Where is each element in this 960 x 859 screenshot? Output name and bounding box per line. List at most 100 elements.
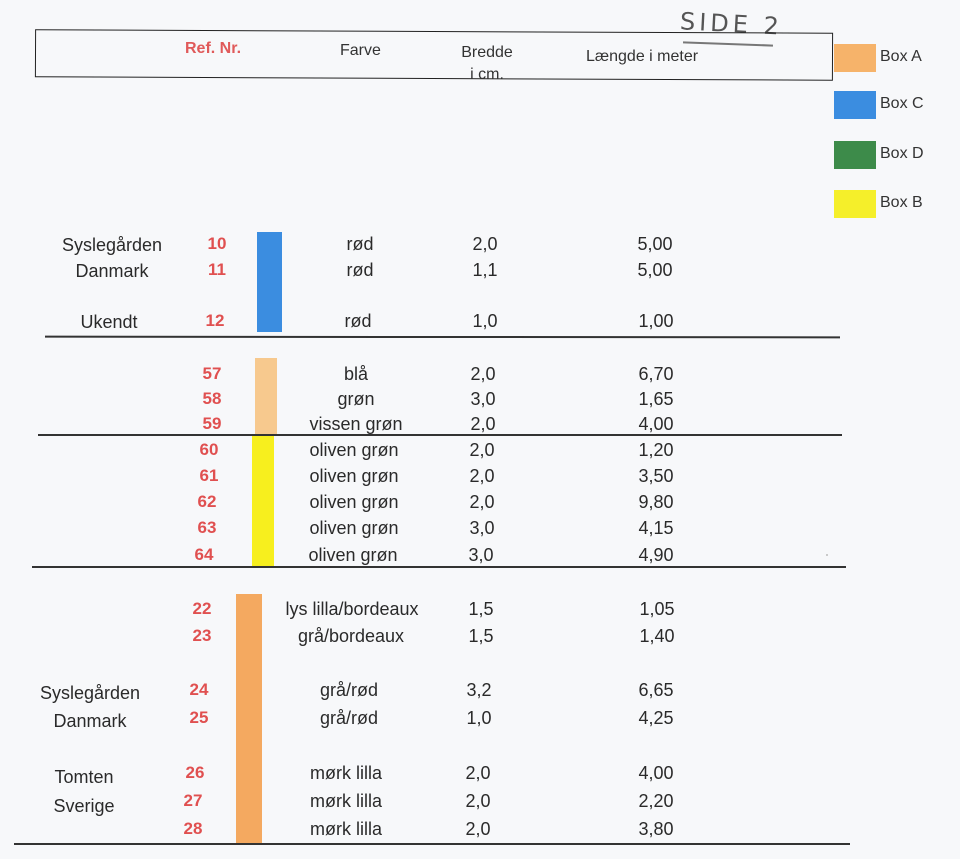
bredde-cell: 2,0	[472, 234, 498, 254]
origin-label: Ukendt	[76, 309, 142, 335]
bredde-cell: 3,0	[468, 545, 494, 565]
section-divider	[32, 566, 846, 568]
laengde-cell: 5,00	[637, 260, 673, 280]
ref-number: 57	[202, 364, 222, 383]
laengde-cell: 3,50	[638, 466, 674, 486]
legend-swatch	[834, 190, 876, 218]
ref-number: 11	[208, 260, 226, 279]
bredde-cell: 2,0	[469, 466, 495, 486]
color-bar-box-b	[252, 436, 274, 568]
origin-line: Ukendt	[80, 312, 138, 332]
section-divider	[44, 335, 841, 338]
farve-cell: mørk lilla	[310, 763, 382, 783]
origin-line: Syslegården	[61, 235, 163, 255]
origin-line: Syslegården	[39, 683, 141, 703]
bredde-cell: 1,5	[468, 626, 494, 646]
farve-cell: blå	[343, 364, 369, 384]
legend-label: Box B	[880, 194, 923, 211]
header-ref: Ref. Nr.	[185, 40, 242, 57]
laengde-cell: 6,70	[638, 364, 674, 384]
legend-label: Box D	[880, 145, 924, 162]
farve-cell: oliven grøn	[308, 545, 398, 565]
legend-swatch	[834, 141, 876, 169]
laengde-cell: 1,05	[639, 599, 675, 619]
color-bar-box-c	[257, 232, 282, 332]
farve-cell: oliven grøn	[309, 492, 399, 512]
bredde-cell: 3,0	[470, 389, 496, 409]
bredde-cell: 1,0	[472, 311, 498, 331]
color-bar-box-a-light	[255, 358, 277, 436]
origin-line: Danmark	[75, 261, 149, 281]
laengde-cell: 1,20	[638, 440, 674, 460]
legend-label: Box A	[880, 48, 922, 65]
farve-cell: oliven grøn	[309, 440, 399, 460]
laengde-cell: 1,00	[638, 311, 674, 331]
farve-cell: grå/rød	[319, 680, 379, 700]
ref-number: 10	[207, 234, 227, 253]
farve-cell: mørk lilla	[310, 791, 382, 811]
bredde-cell: 2,0	[465, 819, 491, 839]
ref-number: 59	[202, 414, 222, 433]
origin-line: Sverige	[53, 796, 115, 816]
origin-label: Syslegården Danmark	[30, 679, 150, 735]
header-bredde: Bredde i cm.	[456, 42, 518, 86]
laengde-cell: 6,65	[638, 680, 674, 700]
ref-number: 26	[185, 763, 205, 782]
ref-number: 28	[183, 819, 203, 838]
header-laengde: Længde i meter	[586, 48, 699, 65]
ref-number: 58	[202, 389, 222, 408]
farve-cell: lys lilla/bordeaux	[285, 599, 419, 619]
farve-cell: rød	[344, 311, 372, 331]
laengde-cell: 4,90	[638, 545, 674, 565]
farve-cell: grå/rød	[319, 708, 379, 728]
header-box	[34, 29, 834, 81]
laengde-cell: 2,20	[638, 791, 674, 811]
farve-cell: rød	[346, 260, 374, 280]
ref-number: 60	[199, 440, 219, 459]
header-bredde-line-2: i cm.	[470, 66, 504, 83]
laengde-cell: 1,65	[638, 389, 674, 409]
laengde-cell: 3,80	[638, 819, 674, 839]
legend-swatch	[834, 44, 876, 72]
farve-cell: grå/bordeaux	[297, 626, 405, 646]
ref-number: 25	[189, 708, 209, 727]
paper-speck	[826, 554, 828, 556]
header-bredde-line-1: Bredde	[461, 44, 513, 61]
ref-number: 24	[189, 680, 209, 699]
legend-swatch	[834, 91, 876, 119]
origin-line: Tomten	[54, 767, 114, 787]
color-bar-box-a	[236, 594, 262, 844]
origin-label: Syslegården Danmark	[56, 232, 168, 284]
legend-label: Box C	[880, 95, 924, 112]
farve-cell: vissen grøn	[309, 414, 403, 434]
ref-number: 61	[199, 466, 219, 485]
bredde-cell: 2,0	[470, 414, 496, 434]
bredde-cell: 1,5	[468, 599, 494, 619]
farve-cell: oliven grøn	[309, 518, 399, 538]
header-farve: Farve	[340, 42, 381, 59]
laengde-cell: 1,40	[639, 626, 675, 646]
bredde-cell: 2,0	[470, 364, 496, 384]
bredde-cell: 2,0	[465, 791, 491, 811]
ref-number: 23	[192, 626, 212, 645]
laengde-cell: 4,15	[638, 518, 674, 538]
laengde-cell: 5,00	[637, 234, 673, 254]
laengde-cell: 4,00	[638, 414, 674, 434]
farve-cell: mørk lilla	[310, 819, 382, 839]
laengde-cell: 4,25	[638, 708, 674, 728]
laengde-cell: 4,00	[638, 763, 674, 783]
bredde-cell: 1,0	[466, 708, 492, 728]
bredde-cell: 2,0	[469, 492, 495, 512]
farve-cell: grøn	[337, 389, 375, 409]
ref-number: 63	[197, 518, 217, 537]
section-divider	[14, 843, 850, 845]
ref-number: 27	[183, 791, 203, 810]
farve-cell: oliven grøn	[309, 466, 399, 486]
laengde-cell: 9,80	[638, 492, 674, 512]
bredde-cell: 1,1	[472, 260, 498, 280]
ref-number: 64	[194, 545, 214, 564]
farve-cell: rød	[346, 234, 374, 254]
bredde-cell: 3,2	[466, 680, 492, 700]
bredde-cell: 2,0	[465, 763, 491, 783]
